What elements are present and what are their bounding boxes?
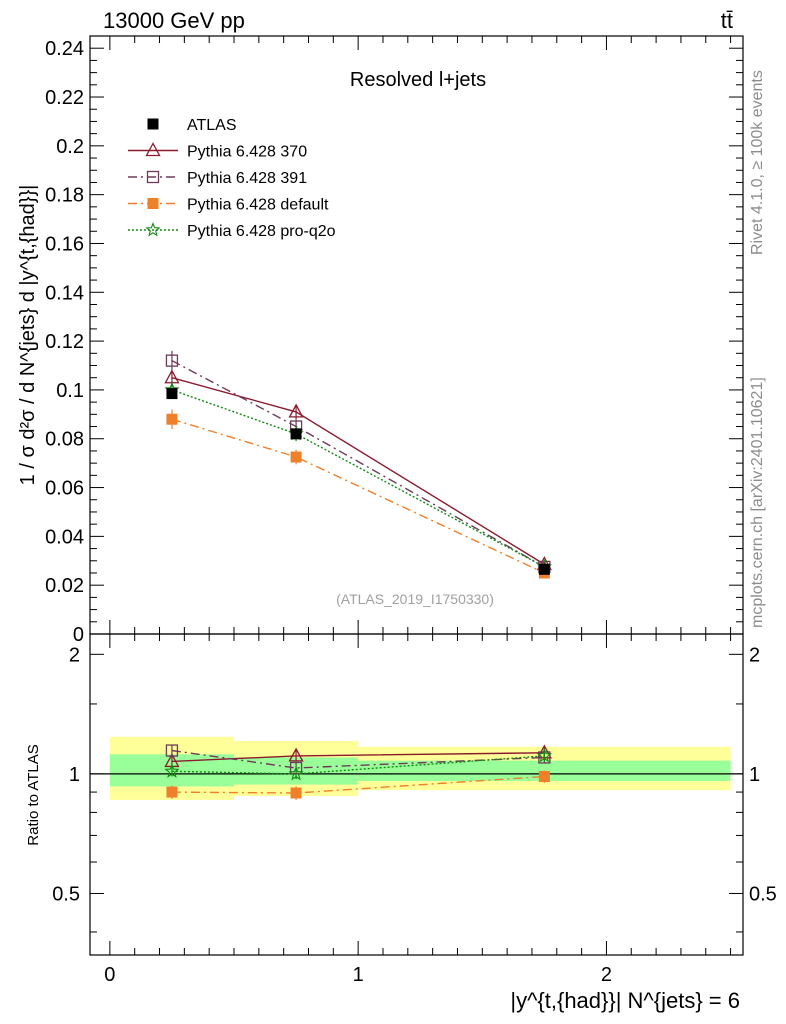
data-point <box>288 403 304 418</box>
legend-label: Pythia 6.428 391 <box>187 170 307 187</box>
main-y-tick-label: 0.24 <box>45 38 84 60</box>
ratio-y-tick-label: 0.5 <box>52 883 80 905</box>
main-y-tick-label: 0.14 <box>45 282 84 304</box>
main-y-tick-label: 0.2 <box>56 136 84 158</box>
ratio-data-point <box>538 771 550 783</box>
legend-label: Pythia 6.428 370 <box>187 144 307 161</box>
main-y-tick-label: 0.22 <box>45 87 84 109</box>
ratio-data-point <box>536 747 553 763</box>
legend-entry: Pythia 6.428 default <box>128 197 329 214</box>
ratio-plot-frame <box>89 633 744 956</box>
legend-entry: ATLAS <box>147 117 237 134</box>
legend-entry: Pythia 6.428 391 <box>128 170 307 187</box>
legend-marker <box>147 198 159 209</box>
energy-label: 13000 GeV pp <box>103 8 245 33</box>
ratio-data-point <box>165 744 179 757</box>
ratio-y-tick-label-right: 0.5 <box>749 883 777 905</box>
series-line <box>171 389 545 568</box>
legend-label: Pythia 6.428 default <box>187 197 329 214</box>
ratio-series-line <box>171 775 545 794</box>
main-panel: 0 0.02 0.04 0.06 0.08 0.1 0.12 0.14 0.16 0.18 0.2 0… <box>45 35 744 646</box>
ratio-y-tick-label: 1 <box>69 764 80 786</box>
data-point <box>165 354 179 367</box>
main-y-tick-label: 0.1 <box>56 380 84 402</box>
series-4 <box>164 381 553 574</box>
data-point <box>166 413 178 425</box>
series-line <box>171 359 545 568</box>
x-tick-label: 2 <box>601 964 612 986</box>
ratio-y-tick-label-right: 2 <box>749 644 760 666</box>
data-point <box>538 563 550 575</box>
ratio-data-point <box>166 786 178 798</box>
x-axis-label: |y^{t,{had}}| N^{jets} = 6 <box>510 988 740 1013</box>
x-tick-label: 0 <box>104 964 115 986</box>
main-y-tick-label: 0.02 <box>45 575 84 597</box>
series-2 <box>165 350 551 574</box>
legend: ATLAS Pythia 6.428 370 Pythia 6.428 391 Pyt… <box>128 117 336 240</box>
main-y-tick-label: 0.08 <box>45 429 84 451</box>
main-y-tick-label: 0.18 <box>45 185 84 207</box>
data-point <box>166 388 178 400</box>
ratio-data-point <box>288 765 304 781</box>
legend-marker <box>147 118 159 130</box>
ratio-data-point <box>288 747 304 762</box>
rivet-label: Rivet 4.1.0, ≥ 100k events <box>749 70 766 255</box>
mcplots-label: mcplots.cern.ch [arXiv:2401.10621] <box>749 377 766 628</box>
legend-entry: Pythia 6.428 pro-q2o <box>128 221 336 240</box>
series-3 <box>166 409 550 579</box>
legend-marker <box>145 221 161 237</box>
series-line <box>171 418 545 574</box>
ratio-y-axis-label: Ratio to ATLAS <box>25 744 42 845</box>
legend-label: ATLAS <box>187 117 237 134</box>
process-label: tt̄ <box>721 8 733 33</box>
ratio-series-4 <box>164 747 553 781</box>
legend-label: Pythia 6.428 pro-q2o <box>187 223 336 240</box>
main-y-tick-label: 0.12 <box>45 331 84 353</box>
main-y-tick-label: 0 <box>73 624 84 646</box>
ratio-data-point <box>164 763 180 778</box>
panel-title: Resolved l+jets <box>350 69 486 91</box>
legend-marker <box>146 170 160 184</box>
data-point <box>290 451 302 463</box>
x-tick-label: 1 <box>353 964 364 986</box>
series-1 <box>164 369 552 571</box>
analysis-tag: (ATLAS_2019_I1750330) <box>336 591 494 607</box>
main-y-tick-label: 0.16 <box>45 233 84 255</box>
main-y-axis-label: 1 / σ d²σ / d N^{jets} d |y^{t,{had}}| <box>17 185 39 486</box>
legend-entry: Pythia 6.428 370 <box>128 142 307 161</box>
ratio-y-tick-label-right: 1 <box>749 764 760 786</box>
ratio-series-3 <box>166 770 550 800</box>
data-point <box>290 428 302 440</box>
ratio-panel: 0.5 0.5 1 1 2 2 0 1 2 <box>52 633 777 986</box>
main-y-tick-label: 0.04 <box>45 526 84 548</box>
ratio-data-point <box>290 787 302 799</box>
main-y-tick-label: 0.06 <box>45 478 84 500</box>
series-0 <box>166 388 550 575</box>
ratio-y-tick-label: 2 <box>69 644 80 666</box>
ratio-series-line <box>171 749 545 769</box>
legend-marker <box>145 142 161 157</box>
